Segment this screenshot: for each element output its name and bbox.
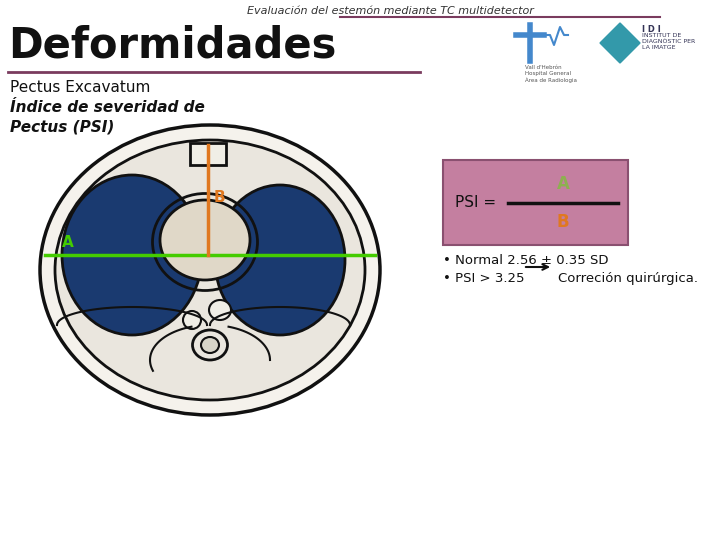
Ellipse shape	[55, 140, 365, 400]
Text: Evaluación del estemón mediante TC multidetector: Evaluación del estemón mediante TC multi…	[246, 6, 534, 16]
Text: PSI =: PSI =	[455, 195, 496, 210]
Text: LA IMATGE: LA IMATGE	[642, 45, 675, 50]
Ellipse shape	[160, 200, 250, 280]
Ellipse shape	[40, 125, 380, 415]
Text: Pectus (PSI): Pectus (PSI)	[10, 120, 114, 135]
Text: Deformidades: Deformidades	[8, 24, 336, 66]
Text: INSTITUT DE: INSTITUT DE	[642, 33, 681, 38]
Bar	[190, 143, 226, 165]
Text: Índice de severidad de: Índice de severidad de	[10, 100, 205, 115]
Text: • Normal 2.56 ± 0.35 SD: • Normal 2.56 ± 0.35 SD	[443, 254, 608, 267]
Text: A: A	[62, 235, 73, 250]
Text: B: B	[557, 213, 570, 231]
Bar	[443, 160, 628, 245]
Text: DIAGNÒSTIC PER: DIAGNÒSTIC PER	[642, 39, 696, 44]
Ellipse shape	[62, 175, 202, 335]
Text: I D I: I D I	[642, 25, 661, 34]
Polygon shape	[600, 23, 640, 63]
Text: Vall d'Hebrón
Hospital General
Àrea de Radiologia: Vall d'Hebrón Hospital General Àrea de R…	[525, 65, 577, 83]
Ellipse shape	[183, 311, 201, 329]
Text: A: A	[557, 175, 570, 193]
Text: Correción quirúrgica.: Correción quirúrgica.	[558, 272, 698, 285]
Ellipse shape	[201, 337, 219, 353]
Ellipse shape	[215, 185, 345, 335]
Text: B: B	[214, 190, 225, 205]
Ellipse shape	[209, 300, 231, 320]
Text: Pectus Excavatum: Pectus Excavatum	[10, 80, 150, 95]
Ellipse shape	[192, 330, 228, 360]
Text: • PSI > 3.25: • PSI > 3.25	[443, 272, 524, 285]
